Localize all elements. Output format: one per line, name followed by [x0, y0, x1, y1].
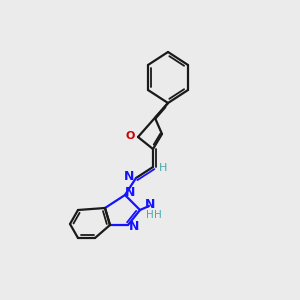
Text: H: H [146, 210, 154, 220]
Text: H: H [154, 210, 162, 220]
Text: N: N [125, 185, 135, 199]
Text: O: O [125, 131, 135, 141]
Text: N: N [129, 220, 139, 233]
Text: H: H [159, 163, 167, 173]
Text: N: N [124, 169, 134, 182]
Text: N: N [145, 199, 155, 212]
